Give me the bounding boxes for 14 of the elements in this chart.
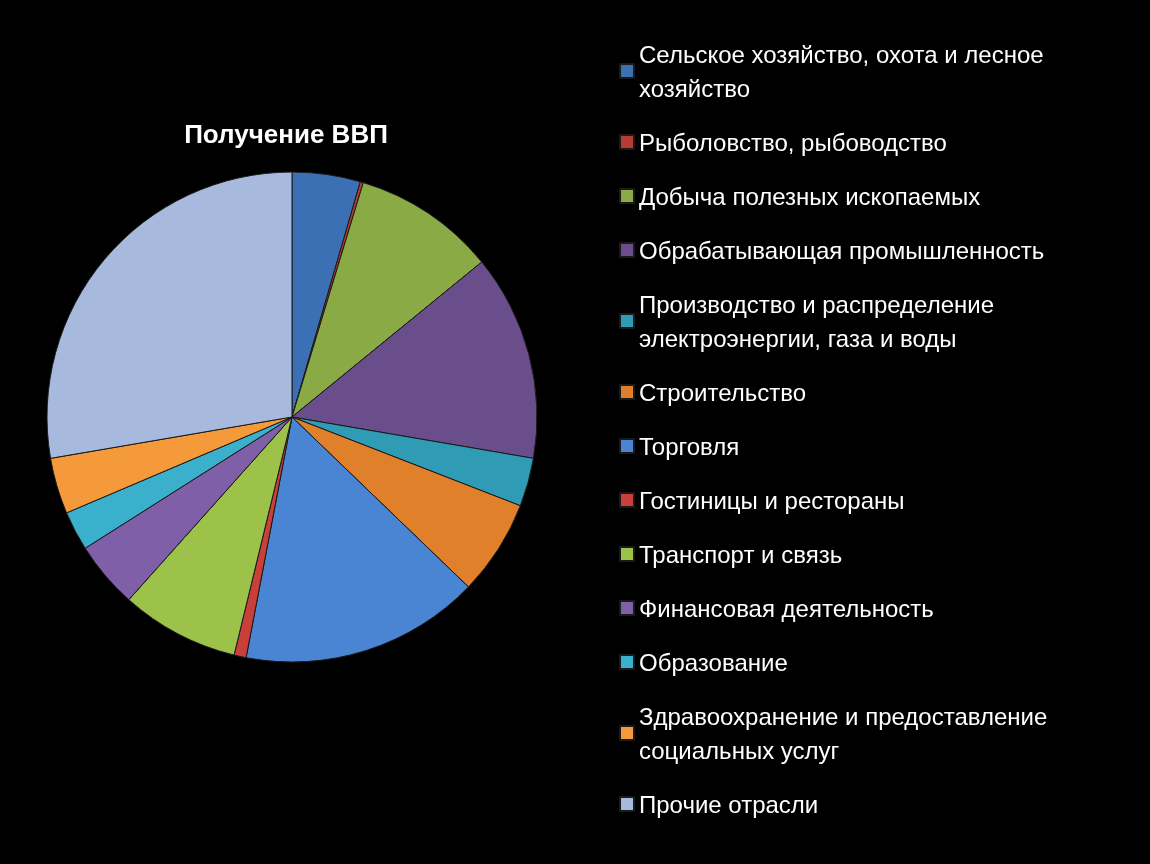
legend-label: Сельское хозяйство, охота и лесное хозяйство bbox=[639, 40, 1044, 102]
legend-label: Гостиницы и рестораны bbox=[639, 486, 905, 514]
legend-label: Торговля bbox=[639, 432, 740, 460]
legend-label: Обрабатывающая промышленность bbox=[639, 236, 1045, 264]
legend-label: Добыча полезных ископаемых bbox=[639, 182, 981, 210]
legend-label: Строительство bbox=[639, 378, 807, 406]
legend-label: Здравоохранение и предоставление социальных услуг bbox=[639, 702, 1048, 764]
legend-label: Рыболовство, рыбоводство bbox=[639, 128, 947, 156]
legend-label: Образование bbox=[639, 648, 788, 676]
legend-label: Транспорт и связь bbox=[639, 540, 843, 568]
legend-label: Финансовая деятельность bbox=[639, 594, 934, 622]
legend-label: Производство и распределение электроэнергии, газа и воды bbox=[639, 290, 994, 352]
text: Получение ВВП bbox=[184, 119, 388, 149]
legend-label: Прочие отрасли bbox=[639, 790, 819, 818]
